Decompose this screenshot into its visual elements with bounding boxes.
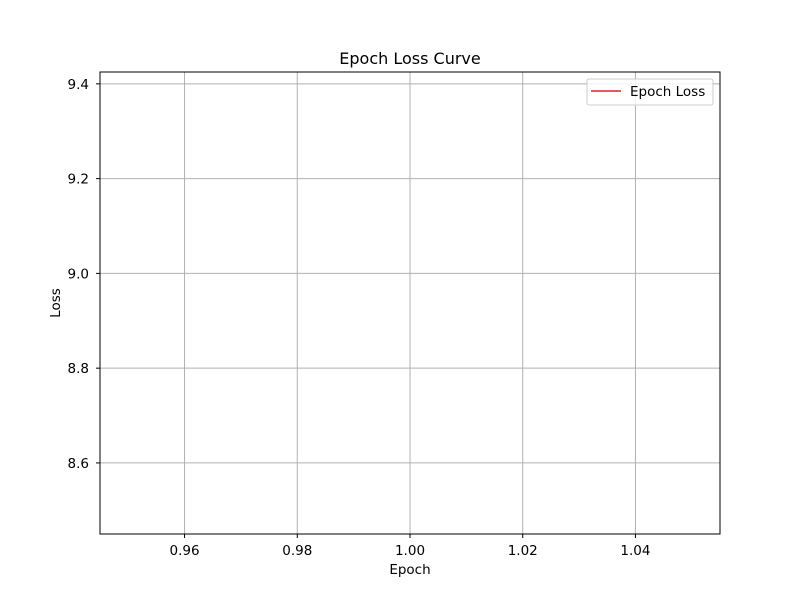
- y-tick-label: 8.8: [68, 361, 89, 377]
- y-tick-label: 8.6: [68, 456, 89, 472]
- x-axis-ticks: 0.96 0.98 1.00 1.02 1.04: [170, 534, 650, 559]
- x-tick-label: 1.04: [620, 543, 650, 559]
- x-tick-label: 0.98: [282, 543, 312, 559]
- chart-title: Epoch Loss Curve: [339, 49, 480, 68]
- y-tick-label: 9.2: [68, 172, 89, 188]
- y-axis-label: Loss: [48, 288, 64, 318]
- y-tick-label: 9.0: [68, 266, 89, 282]
- legend: Epoch Loss: [586, 78, 714, 106]
- y-tick-label: 9.4: [68, 77, 89, 93]
- x-tick-label: 1.02: [508, 543, 538, 559]
- x-axis-label: Epoch: [389, 562, 430, 578]
- y-axis-ticks: 8.6 8.8 9.0 9.2 9.4: [68, 77, 100, 472]
- x-tick-label: 1.00: [395, 543, 425, 559]
- legend-label-epoch-loss: Epoch Loss: [630, 84, 705, 100]
- legend-box: [586, 78, 714, 106]
- x-tick-label: 0.96: [170, 543, 200, 559]
